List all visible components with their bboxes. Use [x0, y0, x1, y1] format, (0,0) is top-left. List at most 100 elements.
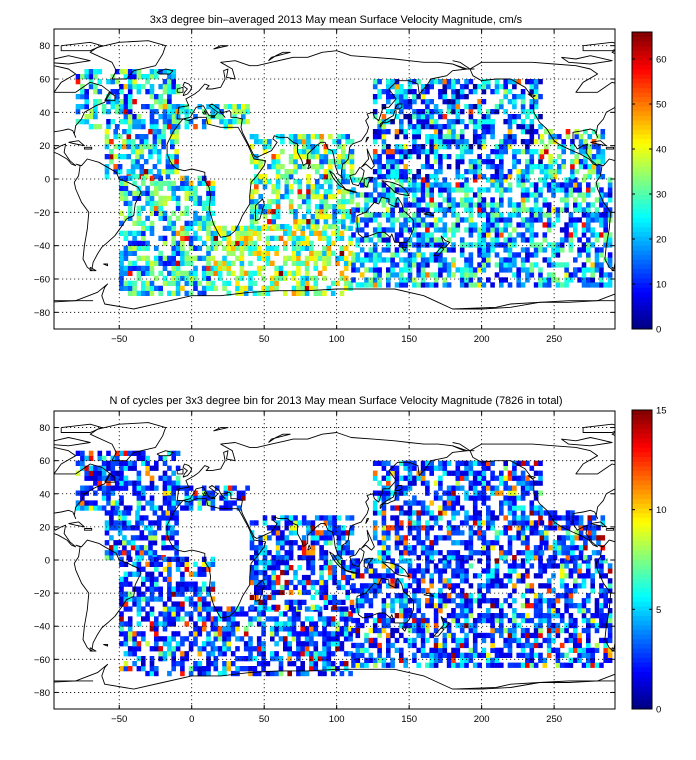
heat-cell [158, 651, 163, 657]
heat-cell [399, 94, 404, 100]
heat-cell [564, 593, 569, 599]
heat-cell [386, 647, 391, 653]
heat-cell [420, 257, 426, 263]
heat-cell [581, 232, 587, 238]
heat-cell [184, 185, 190, 191]
heat-cell [464, 662, 469, 668]
heat-cell [564, 227, 569, 233]
heat-cell [577, 192, 582, 198]
heat-cell [472, 169, 478, 175]
heat-cell [503, 134, 508, 140]
heat-cell [403, 617, 408, 624]
heat-cell [494, 598, 500, 604]
heat-cell [364, 277, 369, 283]
heat-cell [538, 192, 543, 198]
heat-cell [265, 225, 271, 231]
heat-cell [381, 257, 387, 263]
heat-cell [372, 490, 378, 496]
heat-cell [451, 202, 456, 208]
heat-cell [568, 647, 574, 653]
heat-cell [472, 104, 478, 110]
heat-cell [520, 192, 526, 198]
heat-cell [154, 119, 159, 125]
heat-cell [578, 159, 584, 165]
heat-cell [149, 561, 155, 567]
heat-cell [117, 515, 123, 521]
heat-cell [596, 134, 601, 140]
heat-cell [377, 182, 382, 188]
heat-cell [149, 475, 155, 481]
heat-cell [481, 159, 487, 165]
heat-cell [381, 227, 387, 233]
heat-cell [127, 571, 133, 577]
heat-cell [135, 174, 140, 180]
heat-cell [438, 169, 443, 175]
heat-cell [394, 593, 400, 599]
heat-cell [328, 520, 333, 526]
heat-cell [132, 646, 137, 652]
heat-cell [420, 164, 426, 170]
heat-cell [184, 175, 190, 181]
heat-cell [520, 632, 526, 639]
heat-cell [591, 129, 597, 135]
heat-cell [197, 195, 203, 201]
heat-cell [300, 290, 305, 296]
heat-cell [201, 124, 207, 130]
heat-cell [477, 588, 482, 594]
heat-cell [420, 652, 426, 658]
heat-cell [455, 662, 461, 668]
heat-cell [399, 144, 404, 150]
heat-cell [594, 212, 600, 218]
heat-cell [304, 670, 310, 677]
heat-cell [243, 290, 249, 296]
heat-cell [310, 550, 316, 556]
heat-cell [446, 520, 452, 526]
heat-cell [162, 114, 168, 120]
heat-cell [446, 662, 452, 668]
heat-cell [586, 212, 591, 218]
heat-cell [442, 647, 448, 653]
heat-cell [175, 280, 181, 286]
heat-cell [162, 79, 168, 85]
heat-cell [317, 230, 323, 236]
heat-cell [429, 465, 434, 471]
heat-cell [442, 535, 448, 541]
heat-cell [407, 89, 413, 95]
heat-cell [481, 212, 487, 218]
heat-cell [520, 652, 526, 658]
heat-cell [309, 285, 314, 291]
heat-cell [455, 647, 461, 653]
heat-cell [455, 119, 461, 125]
heat-cell [464, 202, 469, 208]
heat-cell [477, 154, 482, 160]
heat-cell [206, 606, 211, 612]
heat-cell [355, 252, 361, 258]
heat-cell [332, 604, 337, 610]
heat-cell [442, 197, 448, 203]
heat-cell [390, 272, 395, 278]
heat-cell [226, 611, 232, 617]
heat-cell [486, 84, 491, 90]
heat-cell [341, 525, 346, 531]
heat-cell [403, 94, 408, 100]
heat-cell [529, 79, 535, 85]
heat-cell [403, 282, 408, 288]
heat-cell [512, 104, 517, 110]
heat-cell [123, 180, 129, 186]
x-tick-label: 100 [329, 334, 345, 345]
heat-cell [512, 207, 517, 213]
heat-cell [154, 636, 159, 642]
heat-cell [486, 613, 491, 619]
heat-cell [603, 593, 608, 599]
heat-cell [152, 510, 158, 516]
heat-cell [477, 202, 482, 208]
heat-cell [433, 202, 439, 208]
coastline [469, 61, 615, 167]
heat-cell [322, 255, 327, 261]
heat-cell [306, 179, 311, 185]
heat-cell [314, 194, 320, 200]
heat-cell [136, 290, 142, 296]
heat-cell [180, 666, 185, 672]
heat-cell [394, 545, 400, 551]
heat-cell [583, 164, 588, 170]
